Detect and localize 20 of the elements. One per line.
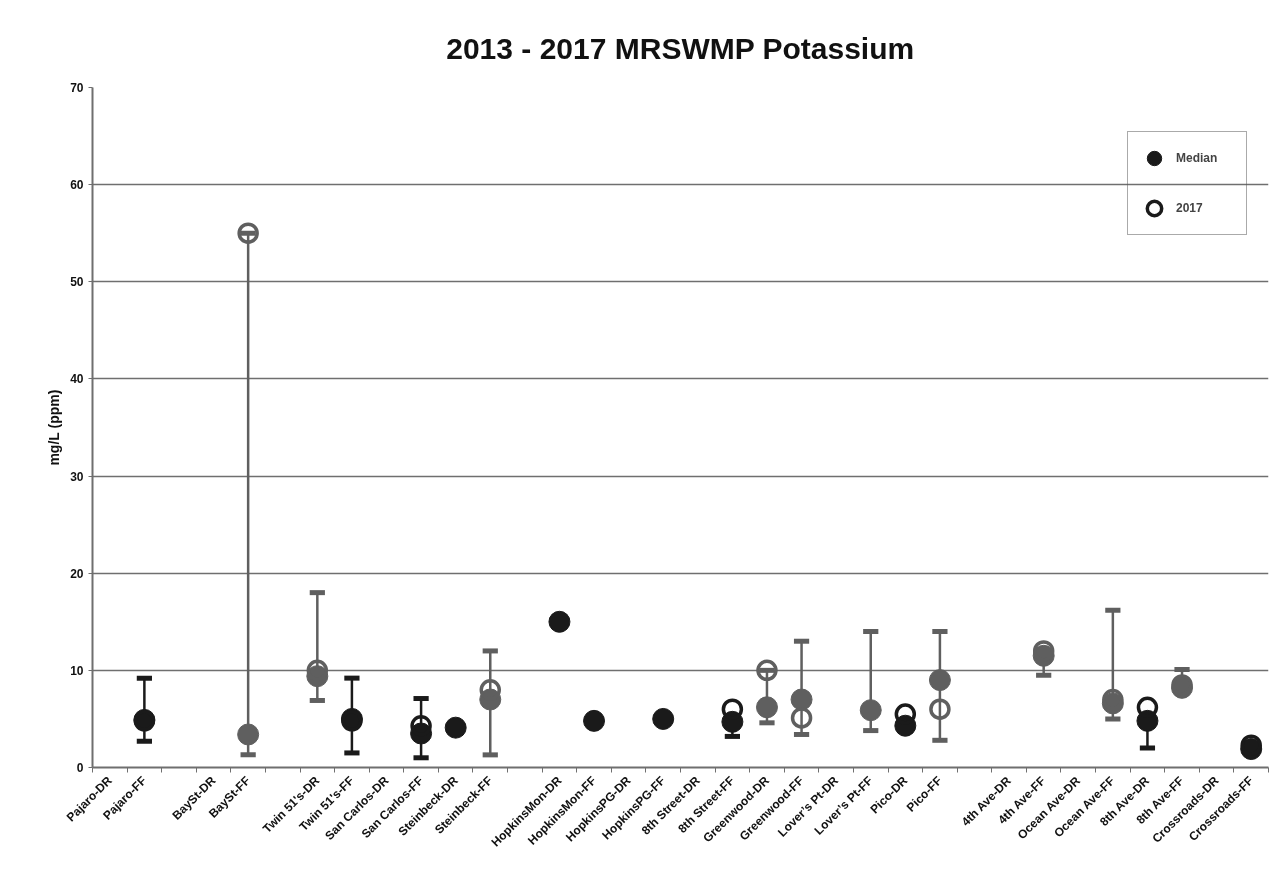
point [790, 707, 813, 729]
y-tick-label: 30 [70, 469, 84, 484]
point [237, 222, 259, 244]
point [444, 716, 467, 739]
chart-title: 2013 - 2017 MRSWMP Potassium [446, 32, 915, 65]
y-tick-label: 20 [70, 566, 84, 581]
y-tick-label: 50 [70, 275, 84, 290]
y-tick-label: 60 [70, 178, 84, 193]
legend-label: Median [1176, 151, 1219, 165]
point [929, 698, 951, 720]
y-tick-label: 10 [70, 663, 84, 678]
y-tick-label: 40 [70, 372, 84, 387]
y-tick-label: 70 [70, 81, 84, 95]
point [583, 709, 606, 732]
point [652, 707, 675, 730]
point [756, 659, 778, 682]
y-tick-label: 0 [76, 761, 84, 775]
y-axis-title: mg/L (ppm) [46, 389, 63, 466]
legend-label: 2017 [1176, 201, 1204, 215]
point [548, 610, 571, 633]
